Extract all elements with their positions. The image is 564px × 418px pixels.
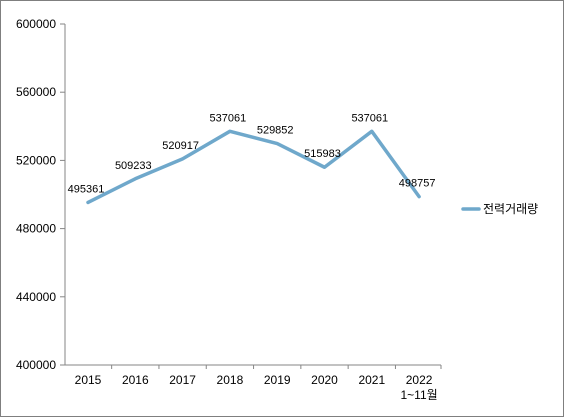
legend-label-series: 전력거래량 — [483, 202, 538, 216]
y-tick-label: 560000 — [16, 85, 56, 99]
data-label: 520917 — [162, 140, 199, 152]
x-tick-label: 2019 — [264, 373, 291, 387]
x-tick-label: 2017 — [169, 373, 196, 387]
x-tick-label: 2015 — [75, 373, 102, 387]
x-tick-label: 2022 1~11월 — [401, 373, 438, 402]
y-axis-ticks: 400000 440000 480000 520000 560000 600000 — [16, 17, 65, 372]
data-label: 498757 — [399, 178, 436, 190]
data-label: 537061 — [210, 112, 247, 124]
data-label: 509233 — [115, 160, 152, 172]
y-tick-label: 480000 — [16, 222, 56, 236]
y-tick-label: 600000 — [16, 17, 56, 31]
data-label: 495361 — [68, 183, 105, 195]
y-tick-label: 440000 — [16, 290, 56, 304]
series-line-electricity-volume — [86, 129, 421, 205]
x-tick-label: 2021 — [358, 373, 385, 387]
x-tick-label: 2016 — [122, 373, 149, 387]
data-label: 529852 — [257, 125, 294, 137]
x-tick-label: 2018 — [217, 373, 244, 387]
y-tick-label: 520000 — [16, 153, 56, 167]
y-tick-label: 400000 — [16, 358, 56, 372]
legend: 전력거래량 — [461, 202, 538, 216]
series-layer — [86, 129, 421, 205]
data-labels: 495361 509233 520917 537061 529852 515983 5370… — [68, 112, 436, 195]
data-label: 537061 — [351, 112, 388, 124]
axes — [64, 24, 441, 366]
data-label: 515983 — [304, 148, 341, 160]
x-tick-label: 2020 — [311, 373, 338, 387]
x-axis-ticks: 2015 2016 2017 2018 2019 2020 2021 2022 1~11월 — [75, 365, 442, 402]
